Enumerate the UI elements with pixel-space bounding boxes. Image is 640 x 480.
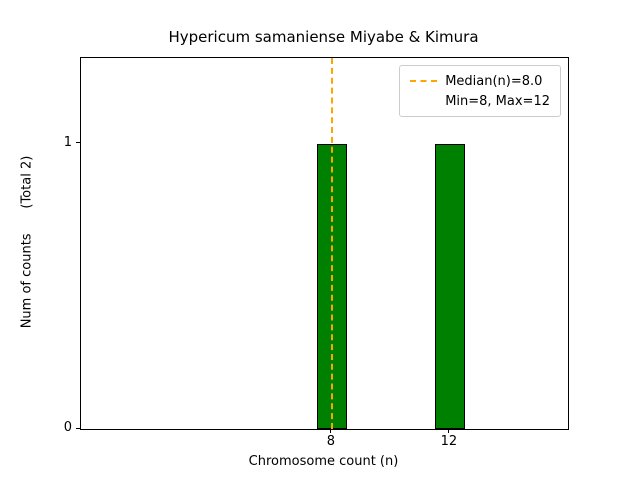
x-tick-mark bbox=[330, 429, 332, 433]
x-tick-label: 8 bbox=[326, 434, 336, 449]
y-tick-mark bbox=[76, 142, 80, 144]
dashed-line-swatch-icon bbox=[410, 80, 438, 82]
bar bbox=[435, 143, 465, 429]
legend-entry-minmax: Min=8, Max=12 bbox=[410, 91, 550, 111]
x-axis-label: Chromosome count (n) bbox=[248, 454, 399, 469]
chart-title: Hypericum samaniense Miyabe & Kimura bbox=[168, 28, 479, 46]
y-axis-label: Num of counts (Total 2) bbox=[19, 155, 35, 329]
blank-swatch bbox=[410, 100, 437, 102]
legend-label-median: Median(n)=8.0 bbox=[445, 73, 543, 89]
legend-label-minmax: Min=8, Max=12 bbox=[445, 93, 550, 109]
median-line bbox=[330, 58, 333, 429]
plot-area: Median(n)=8.0 Min=8, Max=12 bbox=[80, 57, 569, 430]
legend: Median(n)=8.0 Min=8, Max=12 bbox=[399, 65, 561, 117]
y-tick-label: 1 bbox=[63, 134, 72, 150]
x-tick-mark bbox=[448, 429, 450, 433]
y-tick-mark bbox=[76, 427, 80, 429]
y-tick-label: 0 bbox=[63, 420, 72, 435]
legend-entry-median: Median(n)=8.0 bbox=[410, 71, 550, 91]
x-tick-label: 12 bbox=[440, 434, 458, 449]
